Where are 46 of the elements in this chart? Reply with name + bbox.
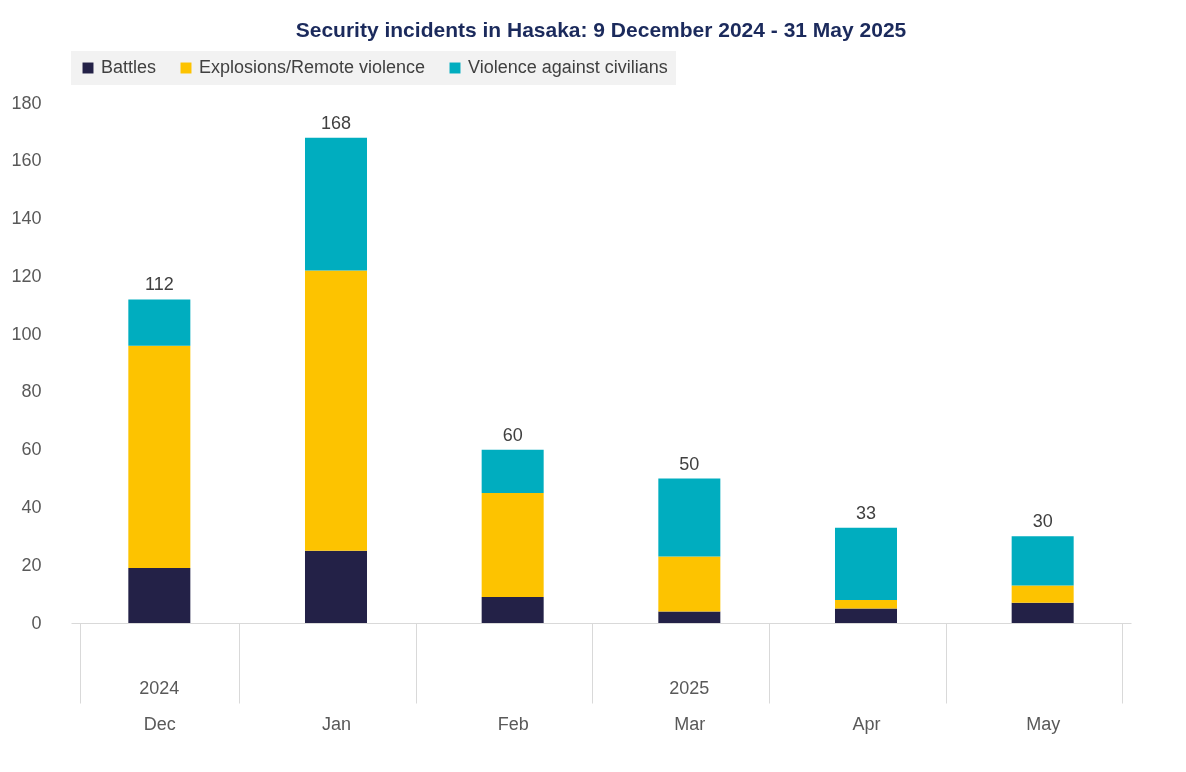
x-tick-label: Mar	[674, 713, 706, 734]
y-tick-label: 40	[21, 496, 42, 517]
bar	[305, 137, 368, 271]
text: 2024	[139, 678, 180, 698]
x-tick-label: Dec	[143, 713, 176, 734]
y-tick-label: 20	[21, 554, 42, 575]
bar	[1011, 585, 1074, 603]
bar	[481, 449, 544, 493]
x-tick-label: Feb	[497, 713, 529, 734]
bar	[305, 270, 368, 551]
total-label: 112	[144, 274, 174, 295]
legend-label: Battles	[101, 57, 157, 77]
bar	[835, 599, 898, 609]
bar	[658, 478, 721, 557]
y-tick-label: 140	[11, 208, 42, 229]
total-label: 50	[679, 453, 700, 474]
total-label: 60	[502, 424, 523, 445]
chart-title: Security incidents in Hasaka: 9 December 2024 - 31 May 2025	[295, 18, 907, 41]
x-tick-label: May	[1026, 713, 1061, 734]
x-tick-label: Jan	[321, 713, 352, 734]
bar	[305, 550, 368, 623]
text: 2025	[669, 678, 710, 698]
bar	[658, 556, 721, 612]
y-tick-label: 80	[21, 381, 42, 402]
y-tick-label: 60	[21, 439, 42, 460]
y-tick-label: 120	[11, 265, 42, 286]
total-label: 168	[320, 112, 352, 133]
y-tick-label: 180	[11, 92, 42, 113]
bar	[1011, 602, 1074, 623]
bar	[481, 597, 544, 623]
bar	[128, 299, 191, 346]
bar	[1011, 536, 1074, 586]
bar	[835, 608, 898, 623]
y-tick-label: 0	[31, 612, 42, 633]
legend-label: Explosions/Remote violence	[199, 57, 426, 77]
bar	[481, 493, 544, 597]
y-tick-label: 160	[11, 150, 42, 171]
total-label: 33	[855, 502, 877, 523]
legend-label: Violence against civilians	[468, 57, 668, 77]
bar	[128, 568, 191, 623]
x-tick-label: Apr	[852, 713, 881, 734]
bar	[658, 611, 721, 623]
bar	[835, 527, 898, 600]
total-label: 30	[1032, 511, 1053, 532]
bar	[128, 345, 191, 569]
y-tick-label: 100	[11, 323, 42, 344]
